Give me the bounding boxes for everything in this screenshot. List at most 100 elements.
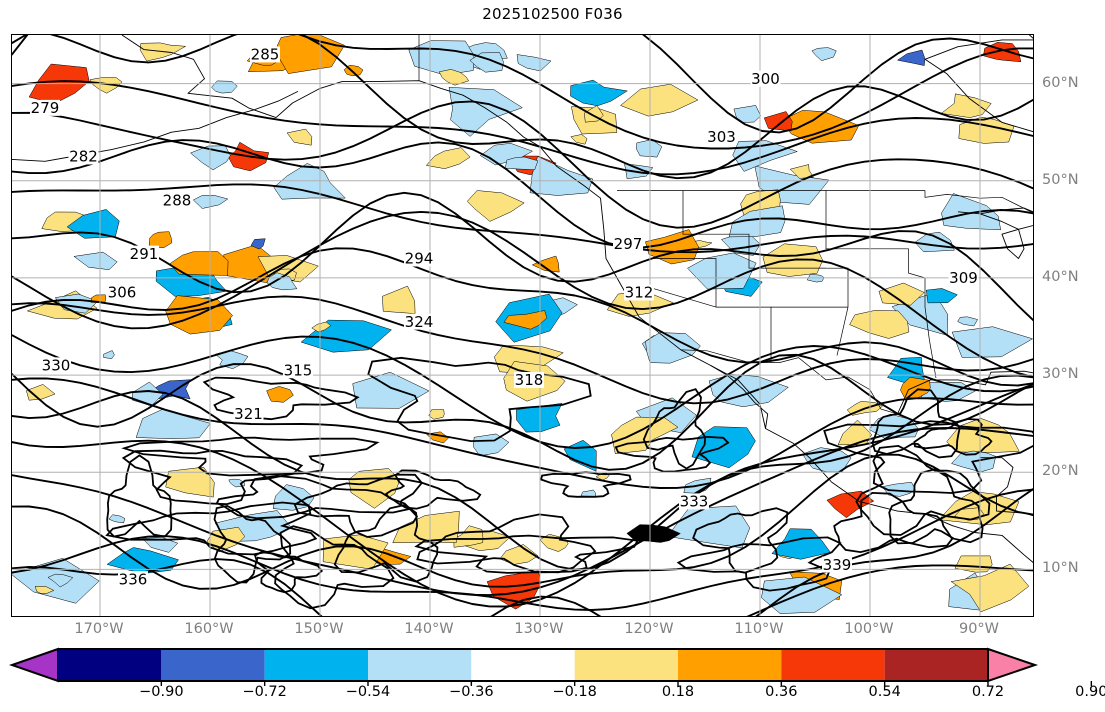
warm-anomaly-patch-139 xyxy=(826,490,875,519)
coastline-arctic xyxy=(1028,35,1033,39)
cool-anomaly-patch-78 xyxy=(771,528,831,560)
cool-anomaly-patch-96 xyxy=(211,80,238,94)
figure-title: 2025102500 F036 xyxy=(482,5,623,23)
cool-anomaly-patch-72 xyxy=(570,79,628,107)
contour-label-306: 306 xyxy=(107,284,137,302)
colorbar-segment-2[interactable] xyxy=(264,649,368,681)
warm-anomaly-patch-49 xyxy=(849,310,910,339)
cool-anomaly-patch-13 xyxy=(516,54,552,72)
coastline-lake-michigan-superior xyxy=(957,207,1033,259)
contour-closed-11 xyxy=(105,501,318,556)
warm-anomaly-patch-126 xyxy=(570,134,588,145)
contour-label-339: 339 xyxy=(822,556,852,574)
warm-anomaly-patch-129 xyxy=(954,555,993,573)
lon-tick-label-7: 100°W xyxy=(844,621,894,637)
contour-label-303: 303 xyxy=(706,128,737,146)
cool-anomaly-patch-137 xyxy=(469,52,504,73)
contour-label-mask xyxy=(706,129,737,146)
contour-label-mask xyxy=(283,362,313,379)
warm-anomaly-patch-133 xyxy=(169,251,229,276)
border-states-plains xyxy=(825,190,937,379)
contour-line-315 xyxy=(12,353,1033,471)
contour-label-291: 291 xyxy=(129,245,159,263)
contour-label-285: 285 xyxy=(250,46,280,64)
coastline-yucatan xyxy=(980,457,1033,517)
contour-label-mask xyxy=(679,493,709,510)
cool-anomaly-patch-111 xyxy=(103,350,115,359)
contour-closed-21 xyxy=(855,444,991,536)
cool-anomaly-patch-29 xyxy=(73,251,118,270)
contour-label-318: 318 xyxy=(514,371,544,389)
lon-tick-label-6: 110°W xyxy=(734,621,784,637)
warm-anomaly-patch-69 xyxy=(148,231,173,249)
contour-line-333 xyxy=(12,488,1033,611)
contour-line-303 xyxy=(12,210,1033,378)
contour-label-mask xyxy=(41,357,71,374)
cool-anomaly-patch-99 xyxy=(957,316,978,327)
colorbar[interactable] xyxy=(0,645,1105,712)
colorbar-canvas[interactable] xyxy=(0,645,1105,687)
cool-anomaly-patch-141 xyxy=(580,489,596,497)
coastline-gulf xyxy=(897,370,1033,415)
lat-tick-label-4: 20°N xyxy=(1042,463,1079,480)
colorbar-tick-label-1: −0.72 xyxy=(242,684,287,700)
lon-tick-label-4: 130°W xyxy=(514,621,564,637)
colorbar-extend-max[interactable] xyxy=(987,647,1039,683)
contour-closed-0 xyxy=(540,471,632,498)
cool-anomaly-patch-128 xyxy=(728,205,786,238)
lon-tick-label-0: 170°W xyxy=(74,621,124,637)
gridline-layer xyxy=(12,35,1033,616)
cool-anomaly-patch-91 xyxy=(896,49,926,66)
contour-line-336 xyxy=(12,488,1033,616)
lat-tick-label-2: 40°N xyxy=(1042,268,1079,285)
lon-tick-label-5: 120°W xyxy=(624,621,674,637)
lon-tick-label-1: 160°W xyxy=(184,621,234,637)
warm-anomaly-patch-11 xyxy=(165,466,215,498)
contour-label-mask xyxy=(822,556,852,573)
lon-tick-label-3: 140°W xyxy=(404,621,454,637)
contour-label-330: 330 xyxy=(41,357,71,375)
colorbar-tick-label-2: −0.54 xyxy=(345,684,391,700)
contour-label-mask xyxy=(107,284,137,301)
map-canvas: 279 282 285 288 291 294 297 300 303 306 309 312 315 3… xyxy=(12,35,1033,616)
colorbar-segment-7[interactable] xyxy=(781,649,885,681)
contour-line-297 xyxy=(12,183,1033,254)
colorbar-segment-5[interactable] xyxy=(574,649,678,681)
contour-label-text: 339 xyxy=(823,556,852,574)
colorbar-segment-1[interactable] xyxy=(161,649,265,681)
colorbar-segment-6[interactable] xyxy=(678,649,782,681)
warm-anomaly-patch-42 xyxy=(348,468,401,509)
warm-anomaly-patch-125 xyxy=(25,384,56,401)
contour-label-294: 294 xyxy=(404,250,434,268)
contour-label-text: 336 xyxy=(119,570,148,588)
contour-label-mask xyxy=(624,284,654,301)
map-panel[interactable]: 279 282 285 288 291 294 297 300 303 306 309 312 315 3… xyxy=(11,34,1034,617)
contour-label-text: 303 xyxy=(707,128,736,146)
warm-anomaly-patch-116 xyxy=(89,77,123,94)
cool-anomaly-patch-61 xyxy=(106,547,179,574)
contour-label-text: 315 xyxy=(284,361,313,379)
colorbar-tick-label-9: 0.90 xyxy=(1075,684,1105,700)
contour-label-layer: 279 282 285 288 291 294 297 300 303 306 309 312 315 3… xyxy=(30,46,979,588)
contour-label-text: 306 xyxy=(108,284,137,302)
contour-closed-14 xyxy=(213,504,292,584)
contour-label-text: 309 xyxy=(949,269,978,287)
warm-anomaly-patch-52 xyxy=(438,69,470,86)
colorbar-segment-0[interactable] xyxy=(58,649,162,681)
contour-label-mask xyxy=(30,99,60,116)
contour-line-288 xyxy=(12,80,1033,176)
contour-label-mask xyxy=(129,245,159,262)
colorbar-tick-label-8: 0.72 xyxy=(971,684,1005,700)
colorbar-segment-8[interactable] xyxy=(884,649,988,681)
contour-label-text: 279 xyxy=(31,99,60,117)
warm-anomaly-patch-127 xyxy=(311,321,332,333)
colorbar-segment-3[interactable] xyxy=(368,649,472,681)
colorbar-segment-4[interactable] xyxy=(471,649,575,681)
contour-closed-16 xyxy=(871,388,961,459)
lon-tick-label-2: 150°W xyxy=(294,621,344,637)
warm-anomaly-patch-53 xyxy=(286,128,313,146)
cool-anomaly-patch-95 xyxy=(666,505,751,549)
contour-label-mask xyxy=(948,269,979,286)
colorbar-extend-min[interactable] xyxy=(8,647,59,683)
